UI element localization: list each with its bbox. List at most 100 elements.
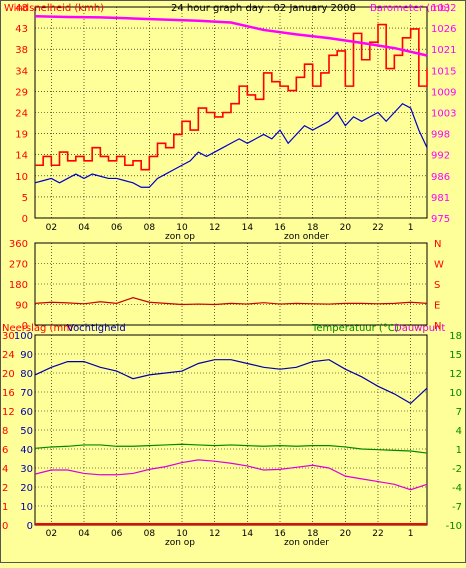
series-line-vochtigheid — [34, 359, 428, 405]
temperature-tick-label: 1 — [456, 445, 462, 456]
humidity-tick-label: 50 — [20, 426, 33, 437]
rain-tick-label: 8 — [2, 426, 8, 437]
x-tick-label: 02 — [46, 223, 57, 233]
temperature-tick-label: 15 — [449, 350, 462, 361]
wind-tick-label: 43 — [15, 24, 28, 35]
tick-labels: 02 04 06 08 10 12 14 16 18 20 22 105101419242934384… — [2, 3, 462, 539]
barometer-tick-label: 986 — [431, 172, 450, 183]
barometer-tick-label: 1009 — [431, 87, 456, 98]
direction-tick-label: 90 — [15, 301, 28, 312]
sunset-label: zon onder — [284, 232, 329, 242]
x-tick-label: 12 — [209, 223, 220, 233]
x-tick-label: 1 — [408, 223, 414, 233]
wind-tick-label: 0 — [22, 214, 28, 225]
x-tick-label: 04 — [78, 223, 90, 233]
x-tick-label: 18 — [307, 529, 319, 539]
wind-tick-label: 19 — [15, 130, 28, 141]
x-tick-label: 20 — [340, 529, 352, 539]
wind-series — [34, 15, 428, 188]
wind-tick-label: 29 — [15, 87, 28, 98]
wind-tick-label: 48 — [15, 3, 28, 14]
barometer-tick-label: 981 — [431, 193, 450, 204]
compass-label: E — [434, 301, 440, 312]
compass-label: W — [434, 260, 444, 271]
compass-label: S — [434, 280, 440, 291]
temperature-tick-label: -4 — [452, 483, 462, 494]
chart-title: 24 hour graph day : 02 January 2008 — [171, 3, 356, 14]
direction-tick-label: 180 — [9, 280, 28, 291]
rain-tick-label: 2 — [2, 483, 8, 494]
x-tick-label: 20 — [340, 223, 352, 233]
sunrise-label-2: zon op — [165, 538, 195, 548]
rain-axis-title: Neerslag (mm — [2, 323, 73, 334]
wind-panel-grid — [35, 7, 427, 218]
temperature-tick-label: 12 — [449, 369, 462, 380]
wind-tick-label: 34 — [15, 66, 28, 77]
x-tick-label: 06 — [111, 223, 123, 233]
series-line-dauwpunt — [34, 459, 428, 491]
sunrise-label: zon op — [165, 232, 195, 242]
x-tick-label: 18 — [307, 223, 319, 233]
temperature-tick-label: -10 — [446, 521, 462, 532]
barometer-tick-label: 1015 — [431, 66, 456, 77]
x-tick-label: 06 — [111, 529, 123, 539]
temperature-tick-label: -2 — [452, 464, 462, 475]
rain-tick-label: 16 — [2, 388, 15, 399]
humidity-panel-grid — [35, 335, 427, 525]
x-tick-label: 10 — [176, 223, 188, 233]
direction-tick-label: 0 — [22, 321, 28, 332]
wind-tick-label: 14 — [15, 151, 28, 162]
humidity-axis-title: Vochtigheid — [67, 323, 126, 334]
rain-tick-label: 24 — [2, 350, 15, 361]
wind-tick-label: 10 — [15, 172, 28, 183]
humidity-tick-label: 10 — [20, 502, 33, 513]
series-line-barometer — [34, 15, 428, 57]
barometer-axis-title: Barometer (mb) — [370, 3, 450, 14]
temperature-tick-label: 10 — [449, 388, 462, 399]
barometer-tick-label: 1032 — [431, 3, 456, 14]
humidity-tick-label: 70 — [20, 388, 33, 399]
dewpoint-axis-title: Dauwpunt — [394, 323, 445, 334]
rain-tick-label: 0 — [2, 521, 8, 532]
humidity-tick-label: 40 — [20, 445, 33, 456]
temperature-tick-label: 4 — [456, 426, 462, 437]
x-tick-label: 14 — [242, 223, 254, 233]
compass-label: N — [434, 239, 441, 250]
x-tick-label: 14 — [242, 529, 254, 539]
rain-tick-label: 1 — [2, 502, 8, 513]
x-tick-label: 12 — [209, 529, 220, 539]
direction-tick-label: 270 — [9, 260, 28, 271]
direction-series — [34, 297, 428, 306]
x-tick-label: 08 — [144, 223, 156, 233]
barometer-tick-label: 1003 — [431, 109, 456, 120]
direction-tick-label: 360 — [9, 239, 28, 250]
x-tick-label: 10 — [176, 529, 188, 539]
temperature-tick-label: 18 — [449, 331, 462, 342]
temperature-axis-title: Temperatuur (°C) — [311, 323, 399, 334]
humidity-series — [34, 359, 428, 525]
barometer-tick-label: 1021 — [431, 45, 456, 56]
x-tick-label: 16 — [274, 223, 286, 233]
series-line-wind-average — [34, 102, 428, 188]
x-tick-label: 04 — [78, 529, 90, 539]
wind-tick-label: 5 — [22, 193, 28, 204]
series-line-temperatuur — [34, 443, 428, 454]
wind-tick-label: 24 — [15, 109, 28, 120]
humidity-tick-label: 60 — [20, 407, 33, 418]
x-tick-label: 08 — [144, 529, 156, 539]
wind-tick-label: 38 — [15, 45, 28, 56]
wind-axis-title: Windsnelheid (kmh) — [4, 3, 104, 14]
x-tick-label: 22 — [372, 529, 383, 539]
rain-tick-label: 20 — [2, 369, 15, 380]
humidity-tick-label: 30 — [20, 464, 33, 475]
x-tick-label: 02 — [46, 529, 57, 539]
barometer-tick-label: 992 — [431, 151, 450, 162]
barometer-tick-label: 1026 — [431, 24, 456, 35]
humidity-tick-label: 100 — [14, 331, 33, 342]
rain-tick-label: 12 — [2, 407, 15, 418]
rain-tick-label: 6 — [2, 445, 8, 456]
direction-panel-grid — [35, 243, 427, 325]
temperature-tick-label: 7 — [456, 407, 462, 418]
